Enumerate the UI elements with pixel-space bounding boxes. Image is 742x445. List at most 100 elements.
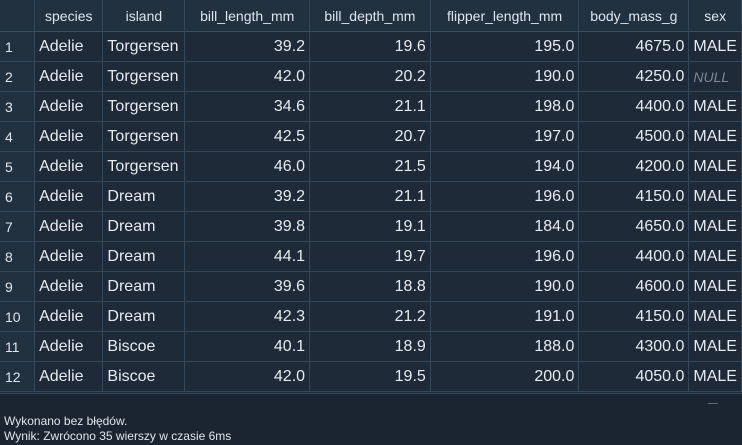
cell-bill-length-mm[interactable]: 39.8	[184, 211, 311, 242]
cell-island[interactable]: Torgersen	[102, 31, 186, 62]
table-row[interactable]: 8 Adelie Dream 44.1 19.7 196.0 4400.0 MALE	[0, 241, 742, 272]
cell-flipper-length-mm[interactable]: 198.0	[430, 91, 580, 122]
cell-bill-length-mm[interactable]: 39.6	[184, 271, 311, 302]
cell-body-mass-g[interactable]: 4400.0	[578, 241, 690, 272]
row-number[interactable]: 11	[0, 331, 36, 362]
row-number[interactable]: 9	[0, 271, 36, 302]
cell-sex[interactable]: MALE	[688, 301, 742, 332]
cell-species[interactable]: Adelie	[34, 61, 104, 92]
table-row[interactable]: 11 Adelie Biscoe 40.1 18.9 188.0 4300.0 MALE	[0, 331, 742, 362]
column-header-bill-length[interactable]: bill_length_mm	[184, 0, 311, 32]
cell-flipper-length-mm[interactable]: 195.0	[430, 31, 580, 62]
cell-island[interactable]: Biscoe	[102, 361, 186, 392]
row-number[interactable]: 6	[0, 181, 36, 212]
cell-body-mass-g[interactable]: 4250.0	[578, 61, 690, 92]
table-row[interactable]: 10 Adelie Dream 42.3 21.2 191.0 4150.0 MALE	[0, 301, 742, 332]
cell-species[interactable]: Adelie	[34, 301, 104, 332]
cell-sex[interactable]: MALE	[688, 151, 742, 182]
cell-bill-length-mm[interactable]: 34.6	[184, 91, 311, 122]
cell-bill-depth-mm[interactable]: 19.1	[309, 211, 431, 242]
cell-sex[interactable]: MALE	[688, 181, 742, 212]
cell-species[interactable]: Adelie	[34, 181, 104, 212]
horizontal-scrollbar[interactable]	[0, 393, 742, 408]
cell-flipper-length-mm[interactable]: 196.0	[430, 181, 580, 212]
cell-sex[interactable]: MALE	[688, 31, 742, 62]
cell-body-mass-g[interactable]: 4300.0	[578, 331, 690, 362]
cell-island[interactable]: Dream	[102, 181, 186, 212]
cell-bill-depth-mm[interactable]: 21.2	[309, 301, 431, 332]
table-row[interactable]: 12 Adelie Biscoe 42.0 19.5 200.0 4050.0 MALE	[0, 361, 742, 392]
cell-species[interactable]: Adelie	[34, 331, 104, 362]
row-number[interactable]: 2	[0, 61, 36, 92]
cell-species[interactable]: Adelie	[34, 91, 104, 122]
scrollbar-thumb[interactable]	[708, 403, 718, 404]
row-number[interactable]: 1	[0, 31, 36, 62]
column-header-flipper-length[interactable]: flipper_length_mm	[430, 0, 580, 32]
cell-sex[interactable]: MALE	[688, 241, 742, 272]
cell-sex[interactable]: MALE	[688, 211, 742, 242]
cell-island[interactable]: Biscoe	[102, 331, 186, 362]
cell-species[interactable]: Adelie	[34, 211, 104, 242]
cell-flipper-length-mm[interactable]: 190.0	[430, 61, 580, 92]
cell-body-mass-g[interactable]: 4600.0	[578, 271, 690, 302]
cell-bill-length-mm[interactable]: 46.0	[184, 151, 311, 182]
cell-body-mass-g[interactable]: 4200.0	[578, 151, 690, 182]
cell-flipper-length-mm[interactable]: 184.0	[430, 211, 580, 242]
cell-bill-length-mm[interactable]: 39.2	[184, 181, 311, 212]
cell-island[interactable]: Torgersen	[102, 91, 186, 122]
cell-island[interactable]: Torgersen	[102, 151, 186, 182]
cell-flipper-length-mm[interactable]: 194.0	[430, 151, 580, 182]
cell-species[interactable]: Adelie	[34, 31, 104, 62]
cell-flipper-length-mm[interactable]: 200.0	[430, 361, 580, 392]
table-row[interactable]: 7 Adelie Dream 39.8 19.1 184.0 4650.0 MALE	[0, 211, 742, 242]
cell-body-mass-g[interactable]: 4650.0	[578, 211, 690, 242]
cell-bill-depth-mm[interactable]: 21.1	[309, 181, 431, 212]
cell-body-mass-g[interactable]: 4150.0	[578, 181, 690, 212]
cell-flipper-length-mm[interactable]: 191.0	[430, 301, 580, 332]
cell-bill-length-mm[interactable]: 42.3	[184, 301, 311, 332]
cell-species[interactable]: Adelie	[34, 151, 104, 182]
cell-flipper-length-mm[interactable]: 190.0	[430, 271, 580, 302]
column-header-sex[interactable]: sex	[688, 0, 742, 32]
cell-bill-depth-mm[interactable]: 18.8	[309, 271, 431, 302]
row-number[interactable]: 8	[0, 241, 36, 272]
cell-body-mass-g[interactable]: 4675.0	[578, 31, 690, 62]
cell-bill-length-mm[interactable]: 44.1	[184, 241, 311, 272]
table-row[interactable]: 1 Adelie Torgersen 39.2 19.6 195.0 4675.0 MALE	[0, 31, 742, 62]
cell-bill-length-mm[interactable]: 42.0	[184, 61, 311, 92]
row-number[interactable]: 4	[0, 121, 36, 152]
cell-body-mass-g[interactable]: 4050.0	[578, 361, 690, 392]
table-row[interactable]: 2 Adelie Torgersen 42.0 20.2 190.0 4250.0 NULL	[0, 61, 742, 92]
cell-bill-depth-mm[interactable]: 20.2	[309, 61, 431, 92]
row-number[interactable]: 5	[0, 151, 36, 182]
row-number-header[interactable]	[0, 0, 36, 32]
cell-sex[interactable]: MALE	[688, 91, 742, 122]
row-number[interactable]: 3	[0, 91, 36, 122]
cell-body-mass-g[interactable]: 4500.0	[578, 121, 690, 152]
cell-island[interactable]: Dream	[102, 271, 186, 302]
cell-island[interactable]: Dream	[102, 211, 186, 242]
cell-bill-length-mm[interactable]: 42.0	[184, 361, 311, 392]
cell-island[interactable]: Torgersen	[102, 121, 186, 152]
cell-sex[interactable]: MALE	[688, 121, 742, 152]
table-row[interactable]: 4 Adelie Torgersen 42.5 20.7 197.0 4500.0 MALE	[0, 121, 742, 152]
cell-bill-depth-mm[interactable]: 19.6	[309, 31, 431, 62]
row-number[interactable]: 7	[0, 211, 36, 242]
row-number[interactable]: 12	[0, 361, 36, 392]
table-row[interactable]: 6 Adelie Dream 39.2 21.1 196.0 4150.0 MALE	[0, 181, 742, 212]
cell-bill-depth-mm[interactable]: 19.5	[309, 361, 431, 392]
cell-bill-depth-mm[interactable]: 18.9	[309, 331, 431, 362]
column-header-bill-depth[interactable]: bill_depth_mm	[309, 0, 431, 32]
cell-bill-length-mm[interactable]: 42.5	[184, 121, 311, 152]
cell-sex[interactable]: MALE	[688, 331, 742, 362]
cell-flipper-length-mm[interactable]: 188.0	[430, 331, 580, 362]
cell-bill-depth-mm[interactable]: 21.5	[309, 151, 431, 182]
cell-island[interactable]: Dream	[102, 241, 186, 272]
cell-body-mass-g[interactable]: 4400.0	[578, 91, 690, 122]
cell-sex[interactable]: MALE	[688, 271, 742, 302]
cell-flipper-length-mm[interactable]: 196.0	[430, 241, 580, 272]
table-row[interactable]: 5 Adelie Torgersen 46.0 21.5 194.0 4200.0 MALE	[0, 151, 742, 182]
cell-flipper-length-mm[interactable]: 197.0	[430, 121, 580, 152]
cell-bill-length-mm[interactable]: 40.1	[184, 331, 311, 362]
cell-sex[interactable]: NULL	[688, 61, 742, 92]
